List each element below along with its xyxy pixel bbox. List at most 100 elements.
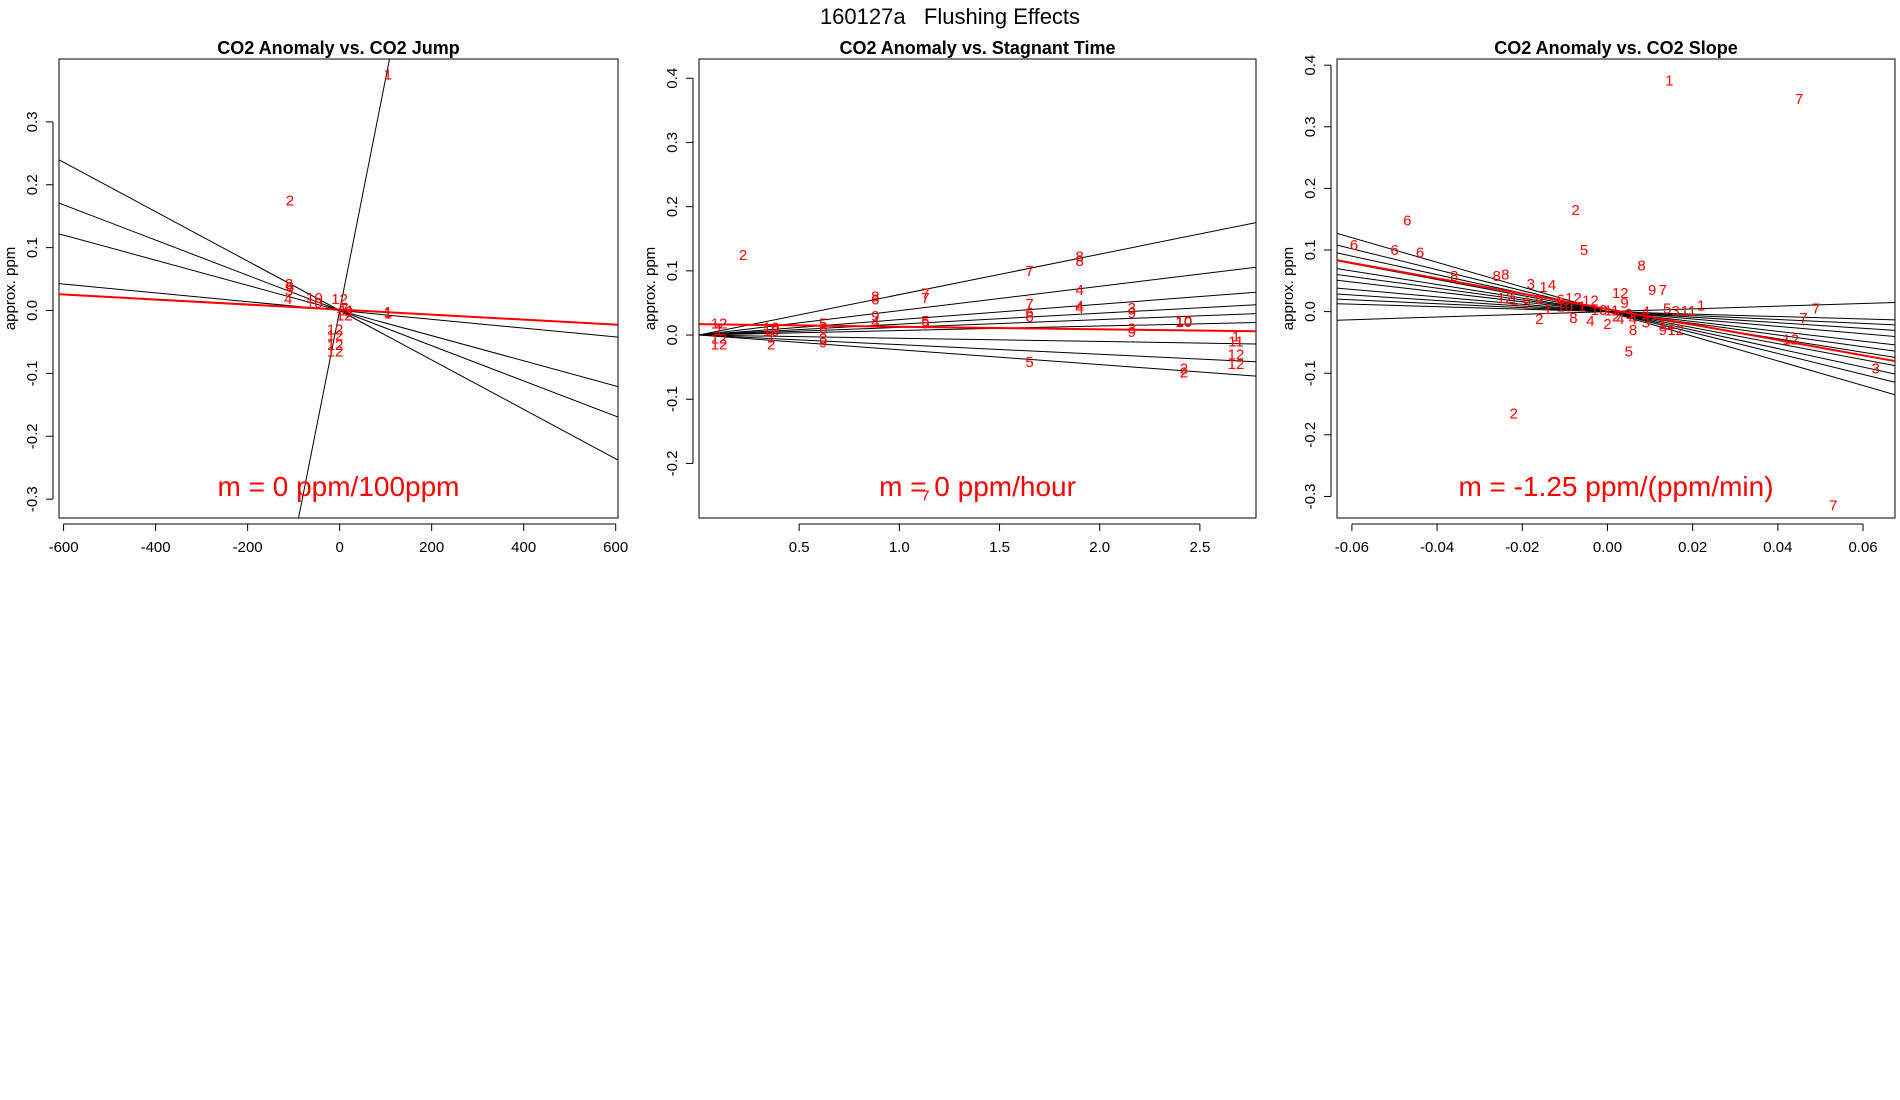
y-tick-label: 0.4 [664,68,681,89]
data-point-label: 1 [384,304,392,321]
y-tick-label: 0.3 [24,111,41,132]
data-point-label: 4 [1642,304,1650,321]
data-point-label: 7 [921,285,929,302]
fit-line [699,291,1256,336]
data-point-label: 5 [1625,344,1633,361]
data-point-label: 8 [285,276,293,293]
data-point-label: 6 [286,279,294,296]
data-point-label: 9 [1535,291,1543,308]
data-point-label: 7 [1025,296,1033,313]
data-point-label: 7 [1829,498,1837,515]
x-tick-label: -0.06 [1335,539,1369,556]
x-axis: 0.5 1.0 1.5 2.0 2.5 [789,523,1210,556]
data-point-label: 2 [1603,316,1611,333]
fit-line [1337,303,1895,321]
y-tick-label: 0.2 [24,174,41,195]
x-tick-label: -200 [233,539,263,556]
fit-line [699,334,1256,345]
y-tick-label: 0.3 [664,132,681,153]
data-point-label: 11 [1604,302,1620,319]
data-point-label: 8 [871,289,879,306]
data-point-label: 7 [1812,301,1820,318]
x-tick-label: 0 [335,539,343,556]
data-point-label: 4 [1076,282,1084,299]
data-point-label: 6 [1025,309,1033,326]
plot-title: CO2 Anomaly vs. CO2 Slope [1494,38,1737,58]
data-point-label: 1 [1697,297,1705,314]
data-point-label: 1 [384,306,392,323]
fit-line [699,266,1256,336]
y-tick-label: 0.0 [24,300,41,321]
data-point-label: 3 [1527,276,1535,293]
data-point-label: 12 [1612,285,1629,302]
data-point-label: 5 [1025,354,1033,371]
plot-panel-2: CO2 Anomaly vs. Stagnant Time21211212101… [642,38,1257,556]
y-tick-label: -0.2 [24,423,41,449]
data-point-label: 3 [345,304,353,321]
y-tick-label: 0.2 [664,196,681,217]
data-point-label: 1 [1544,301,1552,318]
data-point-label: 6 [1416,244,1424,261]
x-tick-label: 200 [419,539,444,556]
data-point-label: 12 [327,337,344,354]
data-point-label: 6 [1350,237,1358,254]
fit-line [699,334,1256,363]
data-point-label: 5 [921,313,929,330]
data-point-label: 10 [306,290,323,307]
data-point-label: 12 [711,315,728,332]
data-point-label: 2 [739,247,747,264]
y-tick-label: -0.1 [1302,360,1319,386]
y-axis-label: approx. ppm [642,247,659,330]
data-point-label: 10 [1176,313,1193,330]
plot-frame [698,58,1257,519]
x-tick-label: 0.00 [1593,539,1622,556]
data-point-label: 6 [1390,242,1398,259]
x-tick-label: 0.02 [1678,539,1707,556]
y-tick-label: 0.1 [1302,240,1319,261]
slope-annotation: m = 0 ppm/hour [879,471,1076,502]
data-point-label: 4 [871,314,879,331]
data-point-label: 5 [819,315,827,332]
data-point-label: 4 [1548,277,1556,294]
data-point-label: 9 [1128,324,1136,341]
data-point-label: 1 [384,67,392,84]
fit-line-red [1337,259,1895,363]
data-point-label: 1 [1578,299,1586,316]
data-point-label: 12 [711,330,728,347]
data-point-label: 12 [1228,346,1245,363]
data-point-label: 2 [1535,311,1543,328]
plot-frame [58,58,619,519]
data-point-label: 2 [1510,405,1518,422]
data-point-label: 9 [1620,295,1628,312]
data-point-label: 4 [284,291,292,308]
data-point-label: 12 [1228,356,1245,373]
y-tick-label: 0.2 [1302,178,1319,199]
data-point-label: 7 [1025,263,1033,280]
data-point-label: 12 [1582,293,1599,310]
data-point-label: 9 [1128,305,1136,322]
data-point-label: 4 [1076,300,1084,317]
data-point-label: 3 [1642,315,1650,332]
data-point-label: 1 [1510,293,1518,310]
y-axis-label: approx. ppm [2,247,19,330]
plot-title: CO2 Anomaly vs. Stagnant Time [839,38,1115,58]
x-tick-label: -0.02 [1505,539,1539,556]
x-tick-label: 2.5 [1189,539,1210,556]
data-point-label: 10 [306,295,323,312]
data-point-label: 1 [767,330,775,347]
data-point-label: 12 [336,308,353,325]
y-tick-label: -0.2 [1302,422,1319,448]
data-point-label: 12 [711,337,728,354]
data-point-label: 7 [1659,282,1667,299]
y-tick-label: 0.0 [664,325,681,346]
data-point-label: 2 [286,192,294,209]
data-point-label: 2 [767,337,775,354]
data-point-label: 3 [1625,306,1633,323]
data-point-label: 12 [327,343,344,360]
data-point-label: 3 [1128,321,1136,338]
fit-line [699,334,1256,377]
data-point-label: 9 [1522,294,1530,311]
data-point-label: 1 [715,322,723,339]
data-point-label: 12 [327,321,344,338]
data-point-label: 10 [763,323,780,340]
